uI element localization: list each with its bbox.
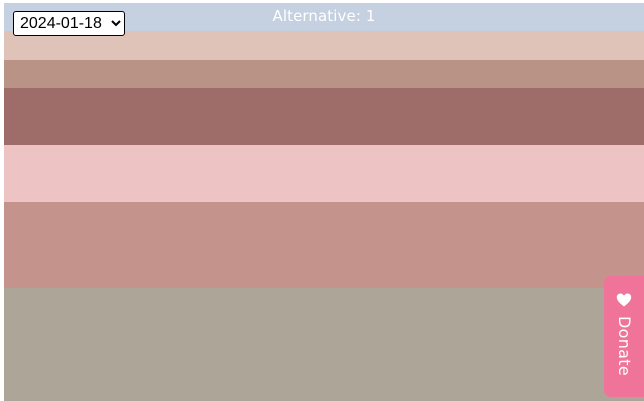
date-select[interactable]: 2024-01-18: [13, 11, 125, 36]
alternative-title: Alternative: 1: [272, 7, 376, 25]
donate-button[interactable]: Donate: [604, 276, 644, 397]
color-stripe-3: [4, 88, 644, 145]
heart-icon: [616, 293, 632, 307]
color-stripe-6: [4, 288, 644, 401]
color-stripe-2: [4, 60, 644, 88]
donate-label: Donate: [615, 316, 634, 376]
color-stripe-4: [4, 145, 644, 202]
color-palette: Alternative: 1: [4, 3, 644, 401]
color-stripe-5: [4, 202, 644, 288]
